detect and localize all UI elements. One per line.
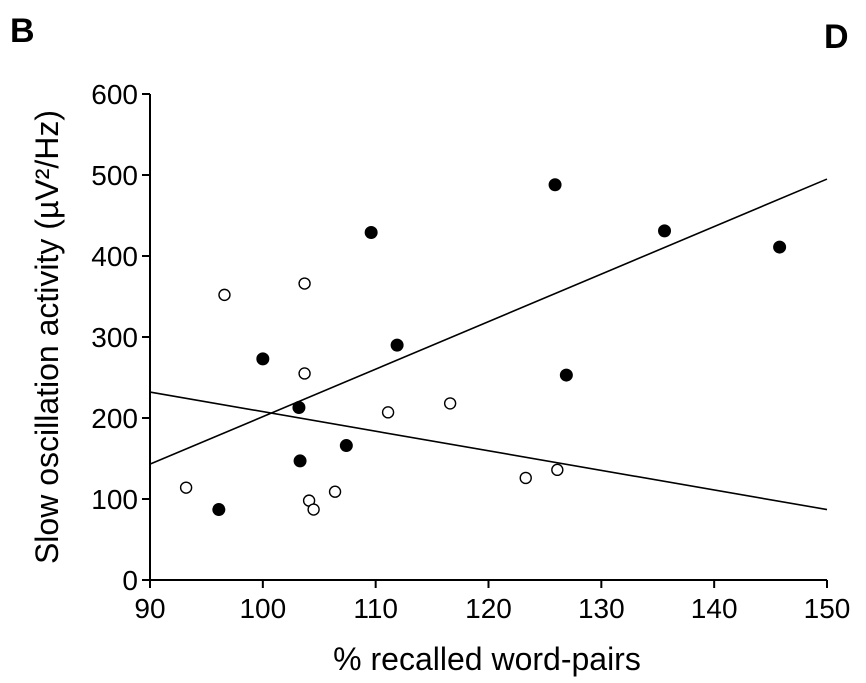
y-tick-label: 400 (91, 241, 138, 272)
open-data-point (298, 277, 311, 290)
filled-data-point (256, 352, 270, 366)
y-tick-label: 0 (122, 565, 138, 596)
filled-data-point (364, 226, 378, 240)
filled-data-point (293, 454, 307, 468)
open-data-point (381, 406, 395, 419)
panel-label-d: D (824, 18, 849, 56)
x-axis-title: % recalled word-pairs (333, 641, 641, 677)
x-tick-label: 130 (578, 593, 625, 624)
filled-data-point (658, 224, 672, 238)
y-tick-label: 200 (91, 403, 138, 434)
y-tick-label: 100 (91, 484, 138, 515)
axes: 0 100 200 300 400 500 600 90 100 110 120 130 140 150 (91, 79, 850, 624)
filled-data-point (339, 439, 353, 453)
filled-data-point (773, 240, 787, 254)
x-tick-label: 150 (804, 593, 851, 624)
x-tick-label: 90 (134, 593, 165, 624)
filled-data-point (548, 178, 562, 192)
open-data-point (298, 367, 311, 380)
y-tick-label: 300 (91, 322, 138, 353)
open-data-point (307, 503, 320, 516)
panel-label-b: B (10, 12, 35, 50)
fit-lines (149, 178, 828, 511)
x-tick-label: 100 (239, 593, 286, 624)
open-data-point (443, 397, 457, 410)
filled-data-point (559, 368, 573, 382)
regression-line-1 (149, 178, 828, 465)
filled-data-point (292, 400, 306, 414)
regression-line-2 (149, 391, 828, 511)
open-data-point (218, 288, 231, 302)
x-tick-label: 120 (465, 593, 512, 624)
open-data-point (551, 463, 564, 477)
open-data-point (179, 481, 193, 494)
filled-data-point (212, 503, 226, 517)
y-axis-title: Slow oscillation activity (µV²/Hz) (29, 110, 65, 564)
x-tick-label: 140 (691, 593, 738, 624)
open-data-point (519, 471, 532, 485)
filled-data-point (390, 338, 404, 352)
data-points (179, 178, 787, 517)
open-data-point (328, 485, 342, 498)
y-tick-label: 600 (91, 79, 138, 110)
y-tick-label: 500 (91, 160, 138, 191)
x-tick-label: 110 (353, 593, 398, 624)
